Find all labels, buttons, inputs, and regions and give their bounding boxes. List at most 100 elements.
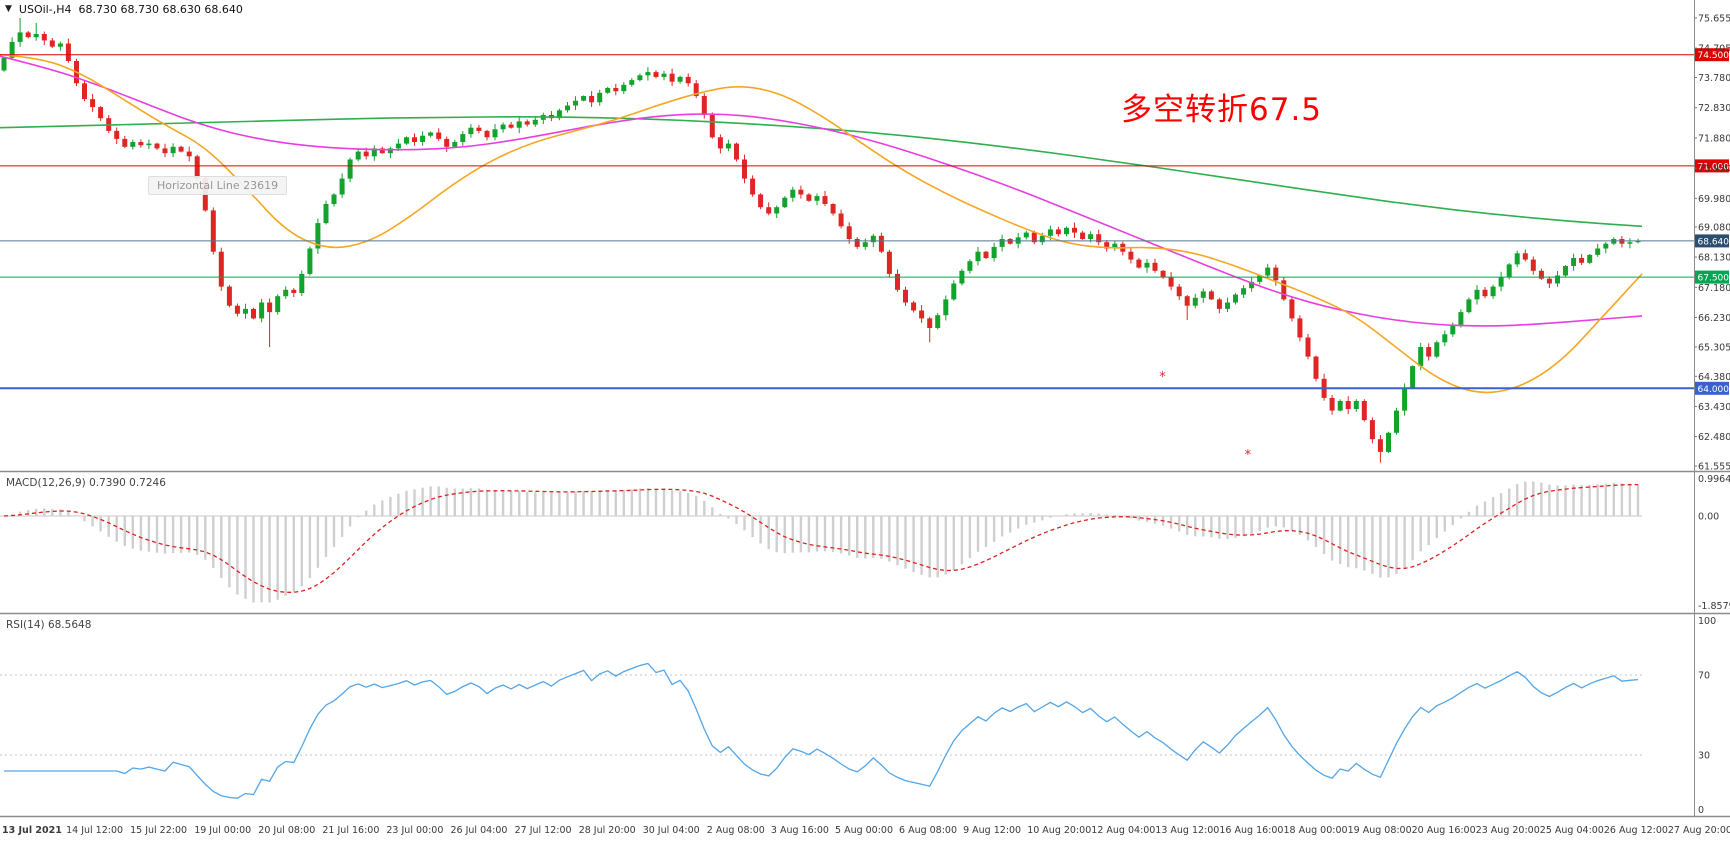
- time-axis-label: 30 Jul 04:00: [643, 825, 700, 836]
- time-axis-label: 23 Jul 00:00: [386, 825, 443, 836]
- candle: [782, 196, 788, 209]
- candle-body: [162, 148, 168, 154]
- macd-label: MACD(12,26,9) 0.7390 0.7246: [6, 477, 166, 489]
- candle: [1176, 284, 1182, 300]
- candle-body: [911, 302, 917, 311]
- macd-histogram: [10, 481, 1640, 603]
- candle: [573, 96, 578, 111]
- candle-body: [1047, 229, 1053, 236]
- candle: [621, 82, 627, 94]
- candle: [693, 80, 699, 99]
- candle-body: [621, 84, 627, 92]
- candle: [218, 247, 224, 291]
- candle: [1329, 395, 1335, 415]
- candle-body: [1128, 251, 1134, 260]
- candle: [1055, 226, 1061, 237]
- candle-body: [1506, 264, 1512, 278]
- candle-body: [41, 34, 47, 41]
- time-axis-label: 19 Aug 08:00: [1348, 825, 1412, 836]
- support-line-64000-label-box: [1695, 381, 1729, 395]
- candle: [589, 91, 595, 107]
- candle-body: [339, 178, 345, 195]
- candle-body: [1168, 277, 1174, 287]
- candle: [999, 234, 1005, 252]
- resistance-line-71000[interactable]: 71.000: [0, 159, 1729, 173]
- candle: [581, 95, 587, 102]
- candle-body: [1337, 401, 1343, 411]
- candle-body: [299, 273, 305, 293]
- candle-body: [1329, 397, 1335, 411]
- candle: [251, 307, 256, 320]
- candle-body: [17, 32, 23, 42]
- candle: [420, 131, 426, 146]
- candle: [1144, 259, 1150, 273]
- candle-body: [9, 41, 15, 58]
- candle: [886, 249, 892, 278]
- candle-body: [919, 310, 925, 319]
- time-axis-label: 26 Aug 12:00: [1604, 825, 1668, 836]
- candle-body: [822, 196, 828, 204]
- candle-body: [685, 76, 691, 84]
- candle-body: [886, 251, 892, 274]
- price-tick-label: 69.080: [1698, 222, 1730, 233]
- candle-body: [1538, 270, 1544, 279]
- candle: [41, 31, 47, 45]
- candle: [468, 124, 474, 138]
- candle: [412, 133, 417, 146]
- candle-body: [468, 127, 474, 135]
- candle-body: [927, 318, 933, 328]
- one-click-trading-icon[interactable]: ▼: [5, 4, 12, 14]
- candle-body: [1603, 243, 1609, 249]
- candle: [750, 175, 756, 197]
- candle: [178, 145, 184, 153]
- candle-body: [1546, 278, 1552, 284]
- candle-body: [1627, 242, 1633, 244]
- candle: [307, 246, 313, 276]
- candle: [1466, 297, 1472, 314]
- candle-body: [1031, 232, 1037, 243]
- support-line-64000[interactable]: 64.000: [0, 381, 1729, 395]
- price-scale[interactable]: 75.655 74.705 73.780 72.830 71.880 70.930 69.9…: [1694, 14, 1730, 473]
- support-line-67500[interactable]: 67.500: [0, 270, 1729, 284]
- candle: [1410, 365, 1416, 390]
- candle-body: [750, 178, 756, 195]
- swing-marker: *: [1245, 448, 1252, 463]
- candle-body: [315, 223, 321, 249]
- candle-body: [194, 156, 200, 179]
- candle-body: [1466, 299, 1472, 313]
- candle-body: [854, 239, 860, 247]
- horizontal-lines-layer: 74.500 71.000 68.640 67.500 64.000: [0, 48, 1729, 395]
- candle: [355, 149, 361, 162]
- candle-body: [782, 197, 788, 208]
- candle-body: [951, 283, 957, 300]
- candle: [1474, 285, 1480, 305]
- candle-body: [1369, 420, 1375, 440]
- candle: [65, 38, 71, 63]
- candle-body: [1305, 337, 1311, 357]
- candle: [234, 303, 240, 317]
- current-price-line-label-box: [1695, 234, 1729, 248]
- time-axis-label: 16 Aug 16:00: [1219, 825, 1283, 836]
- annotation-text[interactable]: 多空转折67.5: [1121, 92, 1323, 128]
- candle: [1522, 249, 1528, 262]
- candle-body: [1450, 324, 1456, 335]
- candle-body: [476, 127, 482, 131]
- candle-body: [226, 286, 232, 306]
- time-scale[interactable]: 13 Jul 2021 14 Jul 12:00 15 Jul 22:00 19 Ju…: [2, 825, 1730, 836]
- candle: [1627, 238, 1633, 249]
- candle-body: [1200, 291, 1206, 298]
- candle: [532, 117, 538, 127]
- rsi-axis-top: 100: [1698, 616, 1716, 627]
- candle: [1200, 288, 1206, 303]
- candle-body: [1136, 259, 1142, 268]
- candle: [725, 139, 731, 152]
- price-tick-label: 74.705: [1698, 44, 1730, 55]
- candle-body: [1281, 280, 1287, 300]
- candle-body: [1410, 366, 1416, 389]
- symbol-period-label: USOil-,H4: [18, 3, 72, 16]
- candle: [331, 193, 337, 207]
- resistance-line-74500[interactable]: 74.500: [0, 48, 1729, 62]
- current-price-line[interactable]: 68.640: [0, 234, 1729, 248]
- candle-body: [1386, 432, 1391, 452]
